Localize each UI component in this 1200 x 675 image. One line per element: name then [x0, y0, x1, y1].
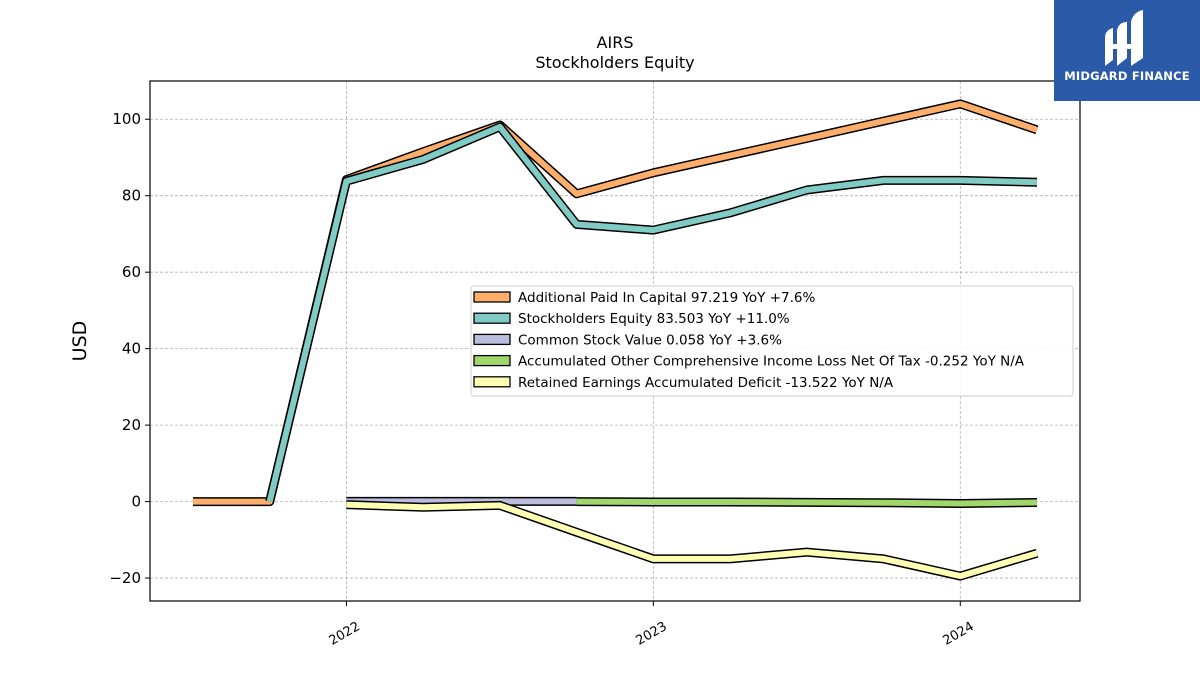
legend-item: Additional Paid In Capital 97.219 YoY +7…	[473, 290, 815, 306]
series-3	[576, 497, 1038, 508]
y-tick-label: 20	[122, 416, 141, 434]
chart-title: AIRS	[597, 33, 634, 52]
midgard-finance-logo: MIDGARD FINANCE	[1054, 0, 1200, 101]
legend-item: Stockholders Equity 83.503 YoY +11.0%	[473, 311, 790, 327]
legend-item: Retained Earnings Accumulated Deficit -1…	[473, 375, 894, 391]
logo-text: MIDGARD FINANCE	[1064, 69, 1190, 83]
y-tick-label: 100	[112, 110, 141, 128]
x-tick-label: 2023	[634, 619, 670, 649]
legend-label: Retained Earnings Accumulated Deficit -1…	[518, 375, 894, 391]
y-axis-label: USD	[69, 321, 91, 362]
plot-frame	[149, 80, 1081, 602]
legend-label: Common Stock Value 0.058 YoY +3.6%	[518, 332, 782, 348]
legend-label: Accumulated Other Comprehensive Income L…	[518, 354, 1025, 370]
y-tick-label: 60	[122, 263, 141, 281]
series-line	[266, 123, 1038, 503]
legend-label: Stockholders Equity 83.503 YoY +11.0%	[518, 311, 790, 327]
x-tick-label: 2024	[940, 619, 976, 649]
legend-swatch	[473, 376, 511, 388]
legend-item: Common Stock Value 0.058 YoY +3.6%	[473, 332, 782, 348]
legend-item: Accumulated Other Comprehensive Income L…	[473, 354, 1025, 370]
series-outline	[346, 500, 1039, 581]
legend-swatch	[473, 354, 511, 367]
legend-swatch	[473, 312, 511, 324]
legend-label: Additional Paid In Capital 97.219 YoY +7…	[518, 290, 815, 306]
series-layer	[193, 99, 1039, 581]
series-1	[265, 122, 1038, 503]
y-tick-label: 0	[131, 493, 141, 511]
y-axis-ticks: −20 0 20 40 60 80 100	[109, 110, 150, 587]
series-line	[576, 498, 1038, 507]
logo-mark-icon	[1105, 10, 1143, 66]
legend-box	[470, 285, 1074, 397]
x-tick-label: 2022	[327, 619, 363, 649]
legend-swatch	[473, 291, 511, 303]
legend: Additional Paid In Capital 97.219 YoY +7…	[470, 285, 1074, 397]
y-tick-label: 80	[122, 187, 141, 205]
legend-swatch	[473, 333, 511, 346]
series-4	[346, 500, 1039, 581]
chart-subtitle: Stockholders Equity	[535, 53, 694, 72]
y-tick-label: −20	[109, 569, 141, 587]
y-tick-label: 40	[122, 340, 141, 358]
x-axis-ticks: 2022 2023 2024	[327, 601, 977, 649]
series-line	[346, 501, 1038, 580]
